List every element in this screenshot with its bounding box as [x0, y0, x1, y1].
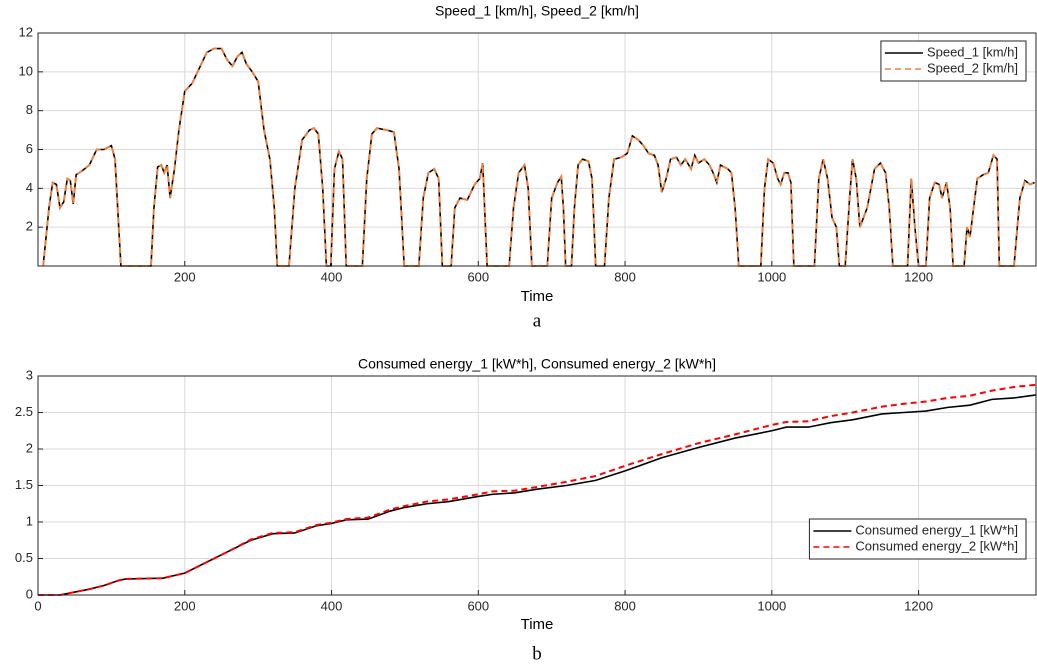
y-tick-label: 12 — [19, 24, 33, 39]
x-tick-label: 1200 — [904, 598, 933, 613]
y-tick-label: 2.5 — [15, 404, 33, 419]
legend-label: Consumed energy_1 [kW*h] — [855, 522, 1018, 537]
x-tick-label: 200 — [174, 598, 196, 613]
x-tick-label: 800 — [614, 269, 636, 284]
x-tick-label: 1000 — [757, 269, 786, 284]
legend-label: Consumed energy_2 [kW*h] — [855, 538, 1018, 553]
y-tick-label: 0 — [26, 586, 33, 601]
legend: Consumed energy_1 [kW*h]Consumed energy_… — [808, 518, 1027, 560]
chart-title: Consumed energy_1 [kW*h], Consumed energ… — [358, 356, 716, 372]
y-tick-label: 2 — [26, 440, 33, 455]
data-line — [38, 383, 1036, 596]
plot-frame — [37, 32, 1037, 267]
legend-label: Speed_2 [km/h] — [927, 60, 1018, 75]
legend-box — [808, 518, 1027, 560]
x-tick-label: 600 — [467, 598, 489, 613]
y-tick-label: 4 — [26, 180, 33, 195]
legend-label: Speed_1 [km/h] — [927, 44, 1018, 59]
x-tick-label: 1200 — [904, 269, 933, 284]
x-tick-label: 200 — [174, 269, 196, 284]
x-axis-label: Time — [521, 616, 554, 633]
caption: b — [532, 643, 542, 664]
y-tick-label: 1.5 — [15, 477, 33, 492]
y-tick-label: 6 — [26, 141, 33, 156]
legend: Speed_1 [km/h]Speed_2 [km/h] — [880, 40, 1027, 82]
x-tick-label: 400 — [321, 269, 343, 284]
x-axis-label: Time — [521, 288, 554, 305]
y-tick-label: 8 — [26, 102, 33, 117]
chart-title: Speed_1 [km/h], Speed_2 [km/h] — [435, 3, 639, 19]
x-tick-label: 800 — [614, 598, 636, 613]
y-tick-label: 2 — [26, 219, 33, 234]
y-tick-label: 3 — [26, 367, 33, 382]
y-tick-label: 0.5 — [15, 550, 33, 565]
chart: 200 400 600 800 1000 1200 2 4 6 8 10 12 Speed_1 [km/… — [19, 3, 1037, 331]
plot-frame — [37, 375, 1037, 596]
x-tick-label: 400 — [321, 598, 343, 613]
x-tick-label: 1000 — [757, 598, 786, 613]
y-tick-label: 1 — [26, 513, 33, 528]
caption: a — [533, 310, 542, 331]
legend-box — [880, 40, 1027, 82]
chart: 0 200 400 600 800 1000 1200 0 0.5 1 1.5 2 2.5 3 Consum… — [15, 356, 1037, 664]
x-tick-label: 600 — [467, 269, 489, 284]
x-tick-label: 0 — [34, 598, 41, 613]
y-tick-label: 10 — [19, 63, 33, 78]
